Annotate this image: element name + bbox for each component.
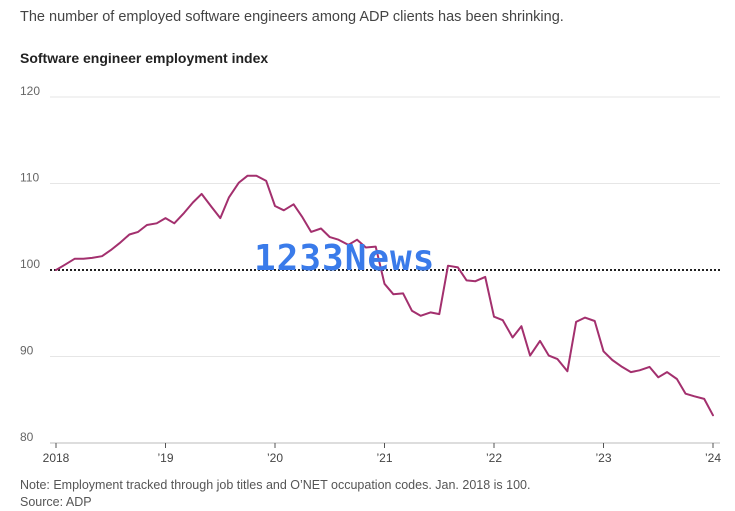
y-tick-label: 110 (20, 171, 39, 185)
chart-note: Note: Employment tracked through job tit… (20, 478, 531, 492)
y-tick-label: 120 (20, 84, 40, 98)
x-tick-label: ’20 (267, 451, 283, 465)
x-tick-label: ’21 (376, 451, 392, 465)
x-tick-label: ’19 (157, 451, 173, 465)
x-tick-label: ’24 (705, 451, 721, 465)
series-layer (55, 174, 714, 417)
watermark-logo: 1233News (254, 238, 435, 279)
y-tick-label: 80 (20, 430, 34, 444)
x-axis: 2018 ’19 ’20 ’21 ’22 ’23 ’24 (43, 442, 721, 465)
line-chart: 80 90 100 110 120 2018 ’19 ’20 ’21 ’22 ’23 ’24 123… (20, 84, 721, 465)
y-axis: 80 90 100 110 120 (20, 84, 40, 444)
y-tick-label: 90 (20, 344, 34, 358)
chart-source: Source: ADP (20, 495, 92, 509)
x-tick-label: ’22 (486, 451, 502, 465)
chart-title: Software engineer employment index (20, 50, 269, 66)
y-tick-label: 100 (20, 257, 40, 271)
x-tick-label: 2018 (43, 451, 70, 465)
series-line (55, 174, 714, 417)
chart-subtitle: The number of employed software engineer… (20, 9, 564, 25)
x-tick-label: ’23 (595, 451, 611, 465)
gridlines (50, 96, 720, 357)
